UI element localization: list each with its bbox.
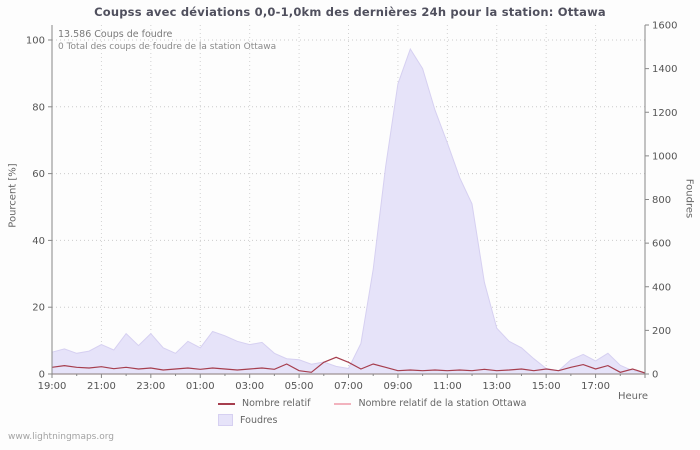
x-tick-label: 11:00 xyxy=(433,381,462,392)
right-tick-label: 0 xyxy=(652,370,658,381)
left-tick-label: 40 xyxy=(32,236,45,247)
nombre-relatif-line-swatch xyxy=(218,402,235,405)
right-tick-label: 1200 xyxy=(652,108,677,119)
relative-line xyxy=(51,356,646,374)
legend-label: Nombre relatif de la station Ottawa xyxy=(358,398,527,409)
legend-label: Foudres xyxy=(240,414,278,426)
station-line-swatch xyxy=(334,402,352,405)
foudres-area xyxy=(51,47,646,375)
x-tick-label: 01:00 xyxy=(186,381,215,392)
x-tick-label: 19:00 xyxy=(38,381,67,392)
right-tick-label: 600 xyxy=(652,239,671,250)
right-tick-label: 1600 xyxy=(652,21,677,32)
right-tick-label: 1400 xyxy=(652,64,677,75)
left-tick-label: 100 xyxy=(26,36,45,47)
left-tick-label: 20 xyxy=(32,303,45,314)
x-tick-label: 07:00 xyxy=(334,381,363,392)
legend-item-station: Nombre relatif de la station Ottawa xyxy=(334,398,526,409)
station-total-annotation: 0 Total des coups de foudre de la statio… xyxy=(58,42,277,52)
foudres-area-swatch xyxy=(218,414,233,426)
x-axis-label: Heure xyxy=(617,391,648,402)
legend-row-lines: Nombre relatif Nombre relatif de la stat… xyxy=(218,398,550,409)
legend-row-area: Foudres xyxy=(218,414,550,426)
strike-count-annotation: 13.586 Coups de foudre xyxy=(58,29,173,40)
right-tick-label: 1000 xyxy=(652,151,677,162)
right-tick-label: 200 xyxy=(652,326,671,337)
legend-item-foudres: Foudres xyxy=(218,414,277,426)
legend-item-nombre-relatif: Nombre relatif xyxy=(218,398,310,409)
y-axis-label-left: Pourcent [%] xyxy=(7,163,19,228)
watermark: www.lightningmaps.org xyxy=(8,432,114,442)
left-tick-label: 60 xyxy=(32,169,45,180)
x-tick-label: 15:00 xyxy=(532,381,561,392)
right-tick-label: 800 xyxy=(652,195,671,206)
chart-title: Coupss avec déviations 0,0-1,0km des der… xyxy=(94,5,606,19)
right-tick-label: 400 xyxy=(652,282,671,293)
x-tick-label: 03:00 xyxy=(235,381,264,392)
x-tick-label: 09:00 xyxy=(384,381,413,392)
x-tick-label: 21:00 xyxy=(87,381,116,392)
legend: Nombre relatif Nombre relatif de la stat… xyxy=(218,398,550,431)
x-tick-label: 05:00 xyxy=(285,381,314,392)
x-tick-label: 23:00 xyxy=(136,381,165,392)
x-tick-label: 13:00 xyxy=(482,381,511,392)
x-tick-label: 17:00 xyxy=(581,381,610,392)
left-tick-label: 0 xyxy=(39,370,45,381)
left-tick-label: 80 xyxy=(32,102,45,113)
y-axis-label-right: Foudres xyxy=(683,178,695,219)
legend-label: Nombre relatif xyxy=(242,398,311,409)
